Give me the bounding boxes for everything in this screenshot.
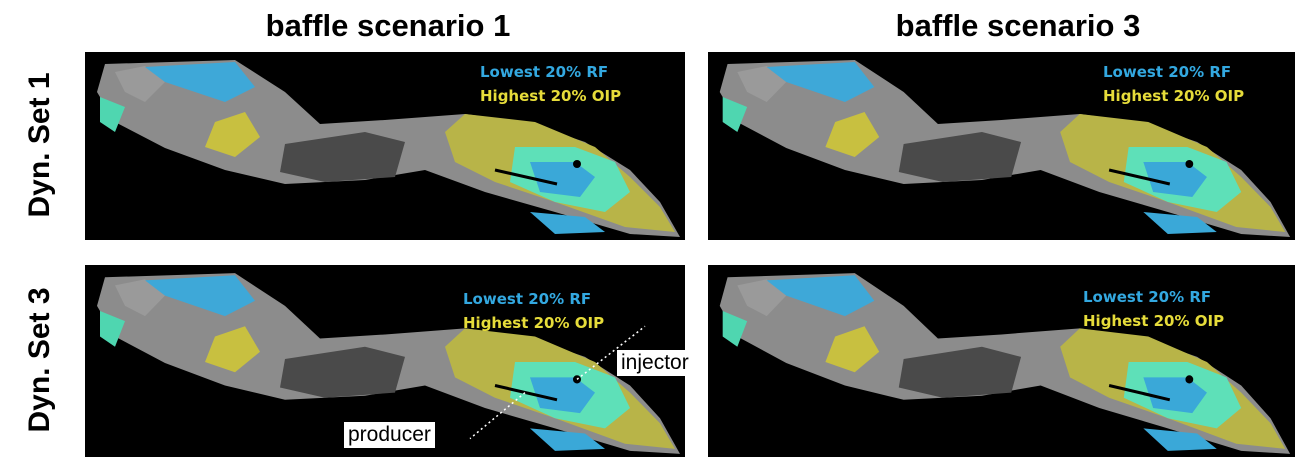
row-label: Dyn. Set 3 — [23, 265, 57, 455]
legend: Lowest 20% RF Highest 20% OIP — [1103, 60, 1244, 108]
map-panel: Lowest 20% RF Highest 20% OIP — [85, 52, 685, 240]
map-panel: Lowest 20% RF Highest 20% OIP — [708, 52, 1295, 240]
legend-entry: Highest 20% OIP — [480, 84, 621, 108]
column-title: baffle scenario 1 — [88, 8, 688, 44]
map-panel: Lowest 20% RF Highest 20% OIP — [708, 265, 1295, 457]
legend-entry: Lowest 20% RF — [1103, 60, 1244, 84]
annotation: injector — [617, 350, 693, 376]
legend: Lowest 20% RF Highest 20% OIP — [480, 60, 621, 108]
legend-entry: Lowest 20% RF — [1083, 285, 1224, 309]
column-title: baffle scenario 3 — [718, 8, 1299, 44]
legend: Lowest 20% RF Highest 20% OIP — [1083, 285, 1224, 333]
legend-entry: Lowest 20% RF — [480, 60, 621, 84]
figure: baffle scenario 1 baffle scenario 3 Dyn.… — [0, 0, 1299, 462]
annotation: producer — [344, 422, 435, 448]
legend-entry: Highest 20% OIP — [463, 311, 604, 335]
legend-entry: Lowest 20% RF — [463, 287, 604, 311]
legend: Lowest 20% RF Highest 20% OIP — [463, 287, 604, 335]
legend-entry: Highest 20% OIP — [1083, 309, 1224, 333]
row-label: Dyn. Set 1 — [23, 50, 57, 240]
legend-entry: Highest 20% OIP — [1103, 84, 1244, 108]
